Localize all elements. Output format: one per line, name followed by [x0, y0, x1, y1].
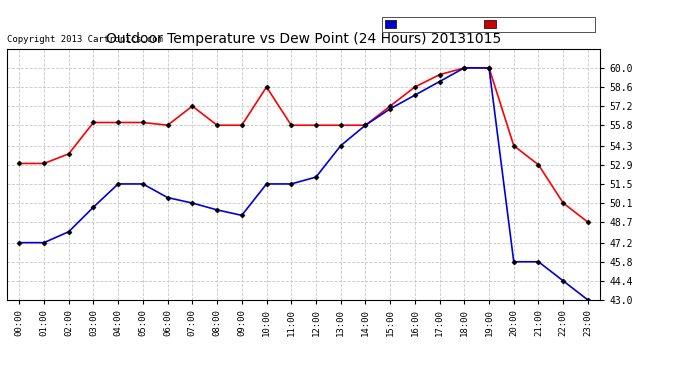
Text: Copyright 2013 Cartronics.com: Copyright 2013 Cartronics.com — [7, 35, 163, 44]
Legend: Dew Point (°F), Temperature (°F): Dew Point (°F), Temperature (°F) — [382, 17, 595, 32]
Title: Outdoor Temperature vs Dew Point (24 Hours) 20131015: Outdoor Temperature vs Dew Point (24 Hou… — [106, 32, 501, 46]
